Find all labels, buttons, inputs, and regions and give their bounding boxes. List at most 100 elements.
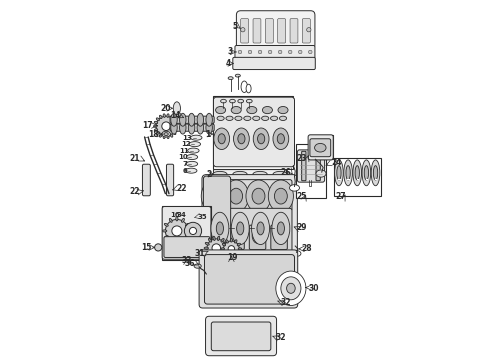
- Circle shape: [269, 50, 272, 54]
- Ellipse shape: [216, 222, 223, 235]
- FancyBboxPatch shape: [233, 57, 315, 69]
- Text: 20: 20: [160, 104, 171, 113]
- Ellipse shape: [253, 128, 269, 149]
- Ellipse shape: [216, 107, 225, 114]
- Ellipse shape: [154, 121, 158, 124]
- FancyBboxPatch shape: [241, 19, 248, 43]
- Ellipse shape: [188, 113, 195, 126]
- Ellipse shape: [181, 219, 184, 222]
- Text: 11: 11: [179, 148, 189, 154]
- Circle shape: [155, 244, 162, 251]
- Ellipse shape: [230, 238, 232, 242]
- Ellipse shape: [170, 115, 173, 118]
- Ellipse shape: [201, 180, 226, 212]
- Ellipse shape: [246, 180, 271, 212]
- FancyBboxPatch shape: [199, 250, 298, 308]
- Ellipse shape: [164, 224, 168, 226]
- Ellipse shape: [174, 129, 178, 131]
- FancyBboxPatch shape: [164, 237, 210, 257]
- Ellipse shape: [238, 99, 244, 103]
- FancyBboxPatch shape: [167, 164, 173, 196]
- Text: 16: 16: [170, 212, 180, 218]
- Ellipse shape: [218, 134, 225, 144]
- Ellipse shape: [223, 180, 249, 212]
- Ellipse shape: [221, 254, 224, 258]
- Ellipse shape: [269, 180, 294, 212]
- FancyBboxPatch shape: [302, 151, 306, 181]
- Ellipse shape: [234, 255, 237, 258]
- Ellipse shape: [273, 171, 287, 177]
- Ellipse shape: [353, 160, 362, 186]
- Ellipse shape: [205, 242, 209, 245]
- Ellipse shape: [186, 168, 197, 173]
- Ellipse shape: [247, 107, 257, 114]
- Circle shape: [172, 226, 182, 236]
- Ellipse shape: [246, 99, 252, 103]
- Ellipse shape: [252, 228, 264, 243]
- Ellipse shape: [206, 113, 212, 126]
- Ellipse shape: [274, 188, 287, 204]
- Text: 28: 28: [301, 244, 312, 253]
- Text: 26: 26: [280, 168, 291, 177]
- FancyBboxPatch shape: [308, 135, 333, 160]
- Ellipse shape: [211, 212, 229, 244]
- Text: 23: 23: [296, 154, 307, 163]
- Ellipse shape: [208, 238, 212, 242]
- Circle shape: [162, 122, 171, 131]
- FancyBboxPatch shape: [206, 225, 223, 249]
- Ellipse shape: [181, 239, 184, 243]
- Ellipse shape: [226, 116, 233, 121]
- FancyBboxPatch shape: [211, 322, 271, 351]
- Ellipse shape: [258, 134, 265, 144]
- Ellipse shape: [205, 251, 209, 254]
- Ellipse shape: [167, 114, 169, 117]
- Ellipse shape: [164, 133, 168, 135]
- Ellipse shape: [262, 107, 272, 114]
- Ellipse shape: [213, 171, 227, 177]
- Text: 22: 22: [129, 187, 140, 196]
- Ellipse shape: [222, 243, 225, 246]
- Ellipse shape: [355, 166, 359, 180]
- Ellipse shape: [344, 160, 352, 186]
- Text: 2: 2: [206, 170, 211, 179]
- Ellipse shape: [252, 188, 265, 204]
- Ellipse shape: [274, 228, 285, 243]
- Ellipse shape: [237, 252, 241, 255]
- Text: 10: 10: [178, 154, 188, 160]
- FancyBboxPatch shape: [228, 225, 245, 249]
- Ellipse shape: [251, 212, 270, 244]
- Text: 36: 36: [184, 259, 195, 268]
- FancyBboxPatch shape: [302, 19, 310, 43]
- Ellipse shape: [230, 188, 243, 204]
- FancyBboxPatch shape: [205, 316, 276, 356]
- FancyBboxPatch shape: [297, 150, 324, 182]
- Text: 32: 32: [276, 333, 286, 342]
- Text: 18: 18: [148, 130, 159, 139]
- FancyBboxPatch shape: [290, 19, 298, 43]
- Ellipse shape: [186, 224, 189, 226]
- Text: 5: 5: [232, 22, 237, 31]
- Ellipse shape: [316, 170, 326, 177]
- Ellipse shape: [167, 135, 169, 139]
- FancyBboxPatch shape: [266, 19, 273, 43]
- FancyBboxPatch shape: [253, 19, 261, 43]
- Ellipse shape: [153, 125, 157, 127]
- Ellipse shape: [187, 230, 191, 232]
- FancyBboxPatch shape: [271, 225, 287, 249]
- Ellipse shape: [371, 160, 380, 186]
- Ellipse shape: [204, 247, 208, 249]
- Circle shape: [223, 241, 239, 257]
- Ellipse shape: [257, 222, 264, 235]
- Circle shape: [258, 50, 262, 54]
- Circle shape: [278, 50, 282, 54]
- Ellipse shape: [230, 99, 235, 103]
- Circle shape: [309, 50, 312, 54]
- Ellipse shape: [176, 217, 178, 221]
- Text: 12: 12: [181, 141, 191, 147]
- FancyBboxPatch shape: [203, 176, 231, 255]
- Ellipse shape: [206, 121, 212, 134]
- Text: 33: 33: [181, 256, 192, 265]
- Ellipse shape: [234, 128, 249, 149]
- Ellipse shape: [159, 115, 162, 118]
- Ellipse shape: [194, 264, 201, 268]
